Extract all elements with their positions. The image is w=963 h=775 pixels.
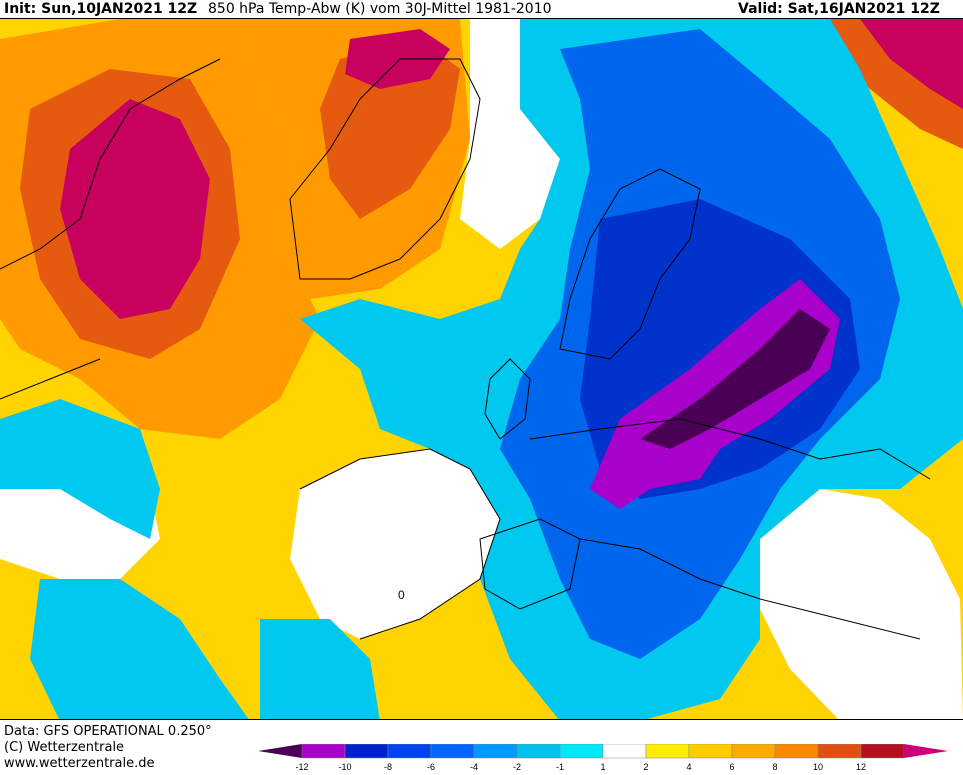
cold-anomaly-west-atlantic	[0, 399, 160, 539]
legend-color-block	[301, 744, 346, 759]
parameter-title: 850 hPa Temp-Abw (K) vom 30J-Mittel 1981…	[208, 1, 552, 17]
data-source-label: Data: GFS OPERATIONAL 0.250°	[4, 724, 212, 739]
coastline-europe	[529, 418, 931, 640]
legend-tick-label: 1	[600, 762, 605, 772]
legend-tick-label: 10	[813, 762, 823, 772]
legend-color-block	[774, 744, 819, 759]
strong-warm-peak	[60, 99, 210, 319]
valid-time: Valid: Sat,16JAN2021 12Z	[738, 1, 940, 17]
copyright-label: (C) Wetterzentrale	[4, 740, 125, 755]
temperature-anomaly-map: 0	[0, 18, 963, 720]
extreme-cold-peak	[640, 309, 830, 449]
legend-tick-label: 2	[643, 762, 648, 772]
legend-tick-label: 12	[856, 762, 866, 772]
map-header: Init: Sun,10JAN2021 12Z 850 hPa Temp-Abw…	[0, 0, 963, 18]
greenland-peak-core	[345, 29, 450, 89]
coastline-north-america	[0, 58, 221, 400]
legend-color-block	[645, 744, 690, 759]
zero-contour	[299, 448, 501, 640]
greenland-warm-peak	[320, 39, 460, 219]
legend-tick-label: 6	[729, 762, 734, 772]
legend-tick-label: -12	[295, 762, 308, 772]
color-legend: -12 -10 -8 -6 -4 -2 -1 1 2 4 6 8 10 12	[258, 744, 948, 772]
map-footer: Data: GFS OPERATIONAL 0.250° (C) Wetterz…	[0, 722, 963, 775]
coastline-greenland	[289, 58, 481, 280]
legend-tick-label: -8	[384, 762, 392, 772]
legend-tick-label: -2	[513, 762, 521, 772]
neutral-zone-mid-atlantic	[290, 449, 500, 639]
coastline-british-isles	[484, 358, 531, 440]
legend-color-block	[602, 744, 647, 759]
coastline-scandinavia	[559, 168, 701, 360]
neutral-zone-north	[460, 19, 560, 249]
legend-color-block	[430, 744, 475, 759]
website-link[interactable]: www.wetterzentrale.de	[4, 756, 155, 771]
legend-arrow-min	[258, 744, 302, 758]
legend-color-block	[473, 744, 518, 759]
legend-color-block	[559, 744, 604, 759]
legend-tick-label: -4	[470, 762, 478, 772]
legend-color-block	[817, 744, 862, 759]
legend-color-block	[731, 744, 776, 759]
legend-color-block	[516, 744, 561, 759]
legend-color-block	[860, 744, 905, 759]
legend-color-block	[688, 744, 733, 759]
northeast-warm-core	[860, 19, 963, 109]
legend-color-block	[344, 744, 389, 759]
contour-label: 0	[398, 588, 405, 602]
legend-arrow-max	[904, 744, 948, 758]
legend-tick-label: 4	[686, 762, 691, 772]
coastline-iberia	[479, 518, 581, 610]
legend-tick-label: 8	[772, 762, 777, 772]
legend-tick-label: -6	[427, 762, 435, 772]
neutral-zone-east	[760, 489, 963, 719]
cold-anomaly-south	[260, 619, 380, 719]
init-time: Init: Sun,10JAN2021 12Z	[4, 1, 198, 17]
cold-anomaly-southwest	[30, 579, 249, 719]
legend-color-block	[387, 744, 432, 759]
legend-tick-label: -10	[338, 762, 351, 772]
legend-tick-label: -1	[556, 762, 564, 772]
